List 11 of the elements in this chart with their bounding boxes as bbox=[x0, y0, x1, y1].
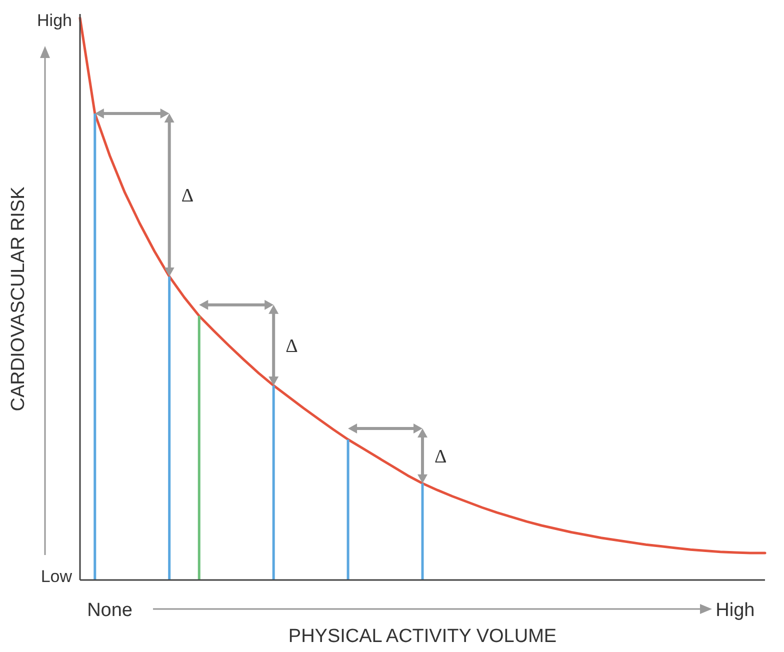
bar bbox=[94, 114, 96, 580]
y-axis-title: CARDIOVASCULAR RISK bbox=[8, 186, 29, 412]
annotation: Δ bbox=[181, 186, 194, 207]
text: Low bbox=[40, 566, 73, 586]
text: High bbox=[37, 10, 72, 30]
x-tick-label: None bbox=[87, 600, 132, 621]
bar bbox=[198, 316, 200, 580]
annotation: Δ bbox=[434, 446, 447, 468]
annotation: Δ bbox=[286, 336, 298, 357]
x-axis-title: PHYSICAL ACTIVITY VOLUME bbox=[288, 626, 557, 647]
bar bbox=[346, 440, 350, 580]
